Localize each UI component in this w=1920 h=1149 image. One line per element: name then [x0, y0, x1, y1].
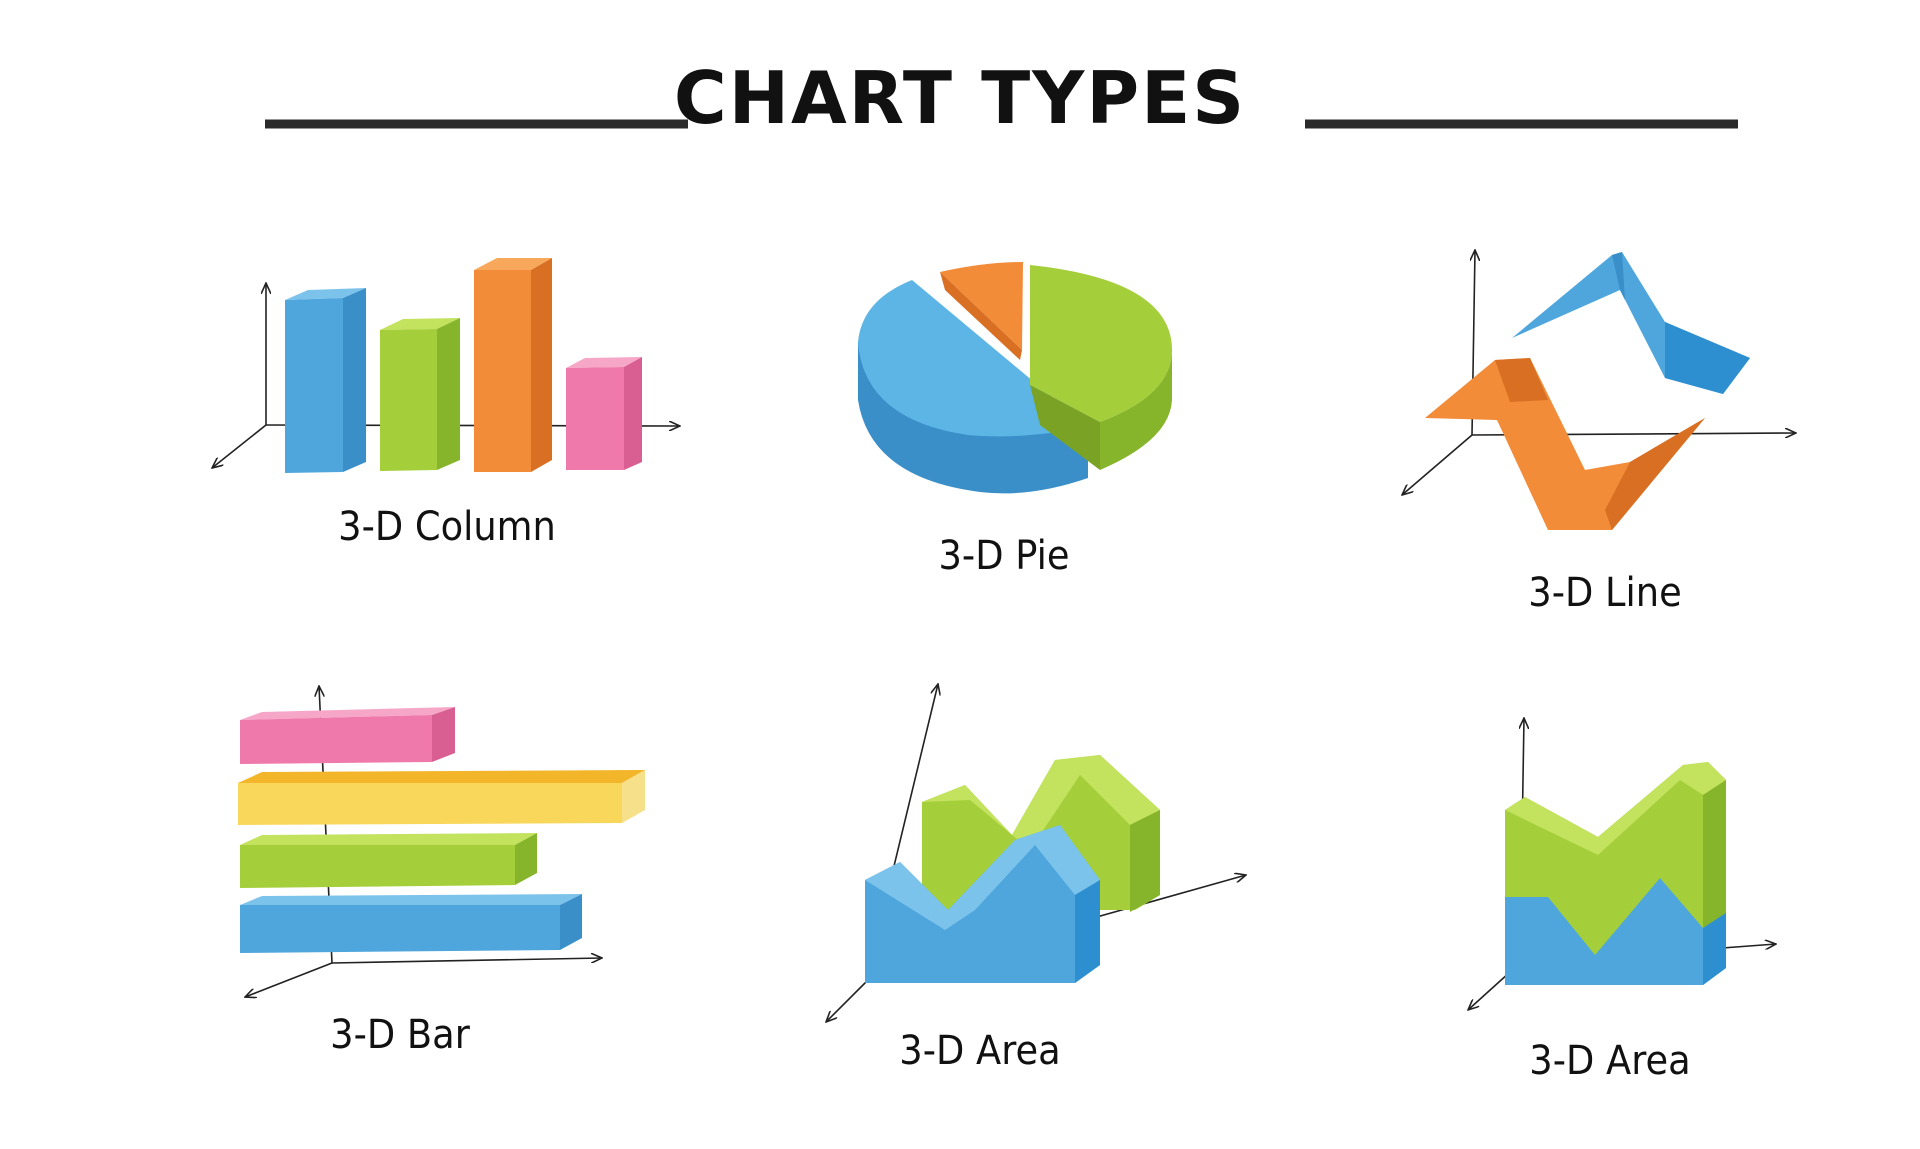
column-bar-pink	[566, 357, 642, 470]
pie-chart-illustration	[858, 262, 1172, 494]
bar-blue	[240, 894, 582, 953]
caption-3d-area-2: 3-D Area	[1529, 1038, 1691, 1084]
caption-3d-line: 3-D Line	[1528, 570, 1682, 616]
caption-3d-column: 3-D Column	[338, 504, 556, 550]
caption-3d-pie: 3-D Pie	[938, 533, 1070, 579]
pie-slice-orange	[940, 262, 1023, 360]
line-series-blue	[1512, 252, 1750, 394]
line-chart-illustration	[1402, 250, 1796, 530]
column-bar-orange	[474, 258, 552, 472]
bar-pink	[240, 707, 455, 764]
page-title: CHART TYPES	[673, 56, 1247, 140]
area-chart-illustration-1	[826, 684, 1246, 1022]
bar-green	[240, 833, 537, 888]
column-bar-green	[380, 318, 460, 471]
caption-3d-bar: 3-D Bar	[330, 1012, 470, 1058]
pie-slice-green	[1030, 265, 1172, 470]
area1-series-blue	[865, 825, 1100, 983]
bar-yellow	[238, 770, 645, 825]
pie-slice-blue	[858, 280, 1088, 494]
caption-3d-area-1: 3-D Area	[899, 1028, 1061, 1074]
bar-chart-illustration	[238, 686, 645, 997]
line-series-orange	[1425, 358, 1705, 530]
column-bar-blue	[285, 288, 366, 473]
area2-series-blue	[1505, 878, 1726, 985]
column-chart-illustration	[212, 258, 680, 473]
area-chart-illustration-2	[1468, 718, 1776, 1010]
